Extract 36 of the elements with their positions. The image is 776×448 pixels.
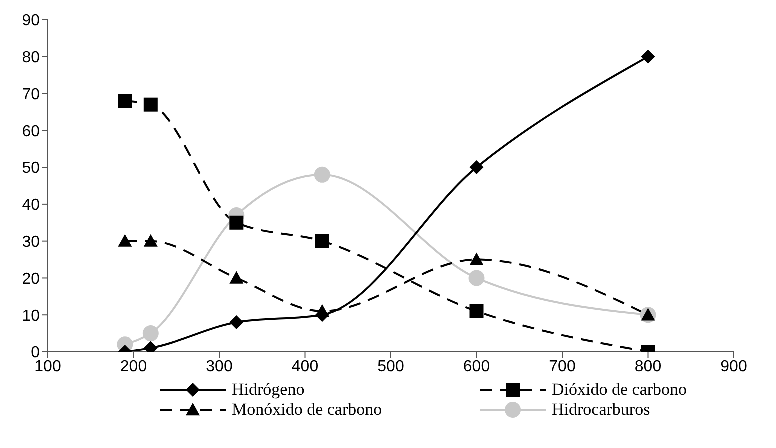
x-tick-label: 900	[720, 358, 748, 376]
y-tick-label: 70	[22, 86, 40, 104]
x-tick-label: 200	[120, 358, 148, 376]
y-tick-label: 40	[22, 197, 40, 214]
x-tick-label: 500	[378, 358, 404, 376]
point	[315, 234, 330, 248]
point	[230, 216, 244, 230]
y-tick-label: 10	[22, 308, 40, 325]
point	[470, 252, 484, 266]
y-tick-label: 30	[22, 234, 40, 252]
legend-label: Hidrocarburos	[552, 400, 650, 420]
point	[118, 94, 132, 108]
y-tick-label: 50	[22, 160, 40, 178]
y-tick-label: 20	[22, 270, 40, 288]
point	[470, 160, 484, 175]
point	[230, 315, 244, 330]
point	[144, 234, 158, 247]
y-tick-label: 80	[22, 50, 40, 67]
point	[142, 326, 159, 342]
point	[144, 98, 158, 112]
x-tick-label: 700	[549, 358, 576, 376]
point	[468, 270, 485, 286]
point	[470, 304, 484, 318]
legend-label: Dióxido de carbono	[552, 380, 688, 400]
point	[314, 166, 330, 183]
x-tick-label: 600	[463, 358, 490, 376]
legend-label: Monóxido de carbono	[232, 400, 382, 420]
y-tick-label: 60	[22, 123, 40, 140]
point	[230, 271, 244, 284]
y-tick-label: 90	[22, 12, 40, 30]
x-tick-label: 400	[292, 358, 319, 376]
legend-label: Hidrógeno	[232, 380, 305, 400]
x-tick-label: 300	[206, 358, 233, 376]
point	[641, 50, 656, 64]
point	[118, 234, 132, 247]
x-tick-label: 800	[634, 358, 662, 376]
